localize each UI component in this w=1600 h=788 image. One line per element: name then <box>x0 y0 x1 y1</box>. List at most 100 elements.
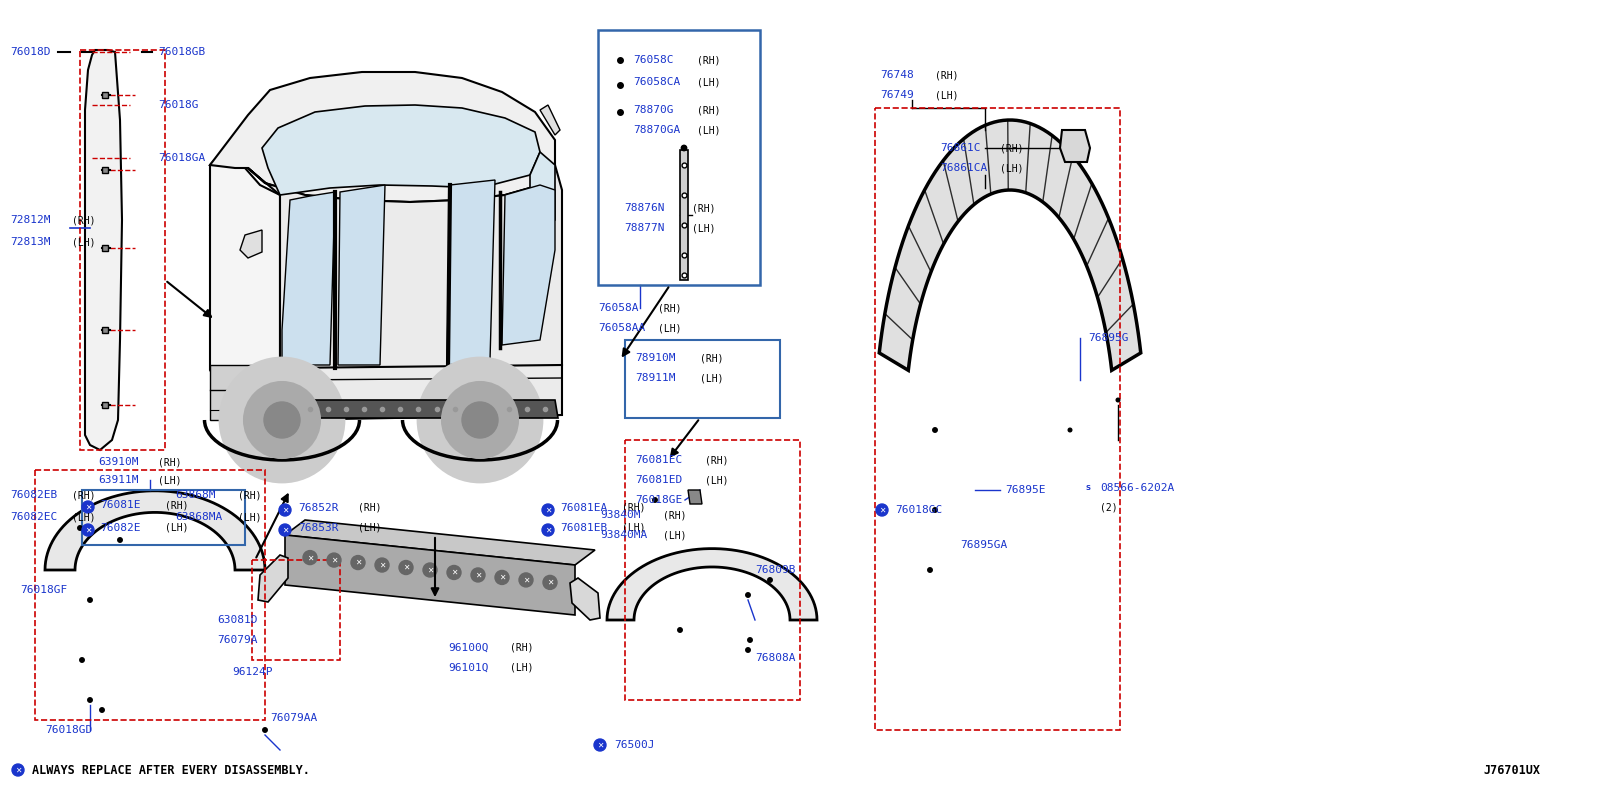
Text: (LH): (LH) <box>701 373 723 383</box>
Text: 76082EC: 76082EC <box>10 512 58 522</box>
Text: J76701UX: J76701UX <box>1483 764 1539 776</box>
Text: 76018GE: 76018GE <box>635 495 682 505</box>
Text: 63868M: 63868M <box>174 490 216 500</box>
Text: (LH): (LH) <box>358 523 381 533</box>
Text: 76058CA: 76058CA <box>634 77 680 87</box>
Text: 78870GA: 78870GA <box>634 125 680 135</box>
Text: 76895G: 76895G <box>1088 333 1128 343</box>
Text: ✕: ✕ <box>878 505 885 515</box>
Circle shape <box>302 551 317 564</box>
Polygon shape <box>285 520 595 565</box>
Text: 76018G: 76018G <box>158 100 198 110</box>
Text: ✕: ✕ <box>427 566 434 574</box>
Text: 76082E: 76082E <box>99 523 141 533</box>
Circle shape <box>462 402 498 438</box>
Text: (RH): (RH) <box>72 490 96 500</box>
Text: (LH): (LH) <box>662 530 686 540</box>
Text: 76861C: 76861C <box>941 143 981 153</box>
Text: (LH): (LH) <box>72 512 96 522</box>
Text: 76079A: 76079A <box>218 635 258 645</box>
Circle shape <box>518 573 533 587</box>
Text: (RH): (RH) <box>691 203 715 213</box>
Text: (LH): (LH) <box>510 663 533 673</box>
Text: ALWAYS REPLACE AFTER EVERY DISASSEMBLY.: ALWAYS REPLACE AFTER EVERY DISASSEMBLY. <box>32 764 310 776</box>
Circle shape <box>442 382 518 458</box>
Bar <box>82 490 245 545</box>
Text: (LH): (LH) <box>72 237 96 247</box>
Text: ✕: ✕ <box>546 526 550 534</box>
Circle shape <box>542 524 554 536</box>
Circle shape <box>928 567 933 572</box>
Circle shape <box>278 504 291 516</box>
Text: ✕: ✕ <box>597 741 603 749</box>
Circle shape <box>678 628 682 632</box>
Polygon shape <box>1059 130 1090 162</box>
Text: 76500J: 76500J <box>614 740 654 750</box>
Text: (LH): (LH) <box>698 125 720 135</box>
Circle shape <box>13 764 24 776</box>
Circle shape <box>264 402 301 438</box>
Text: ✕: ✕ <box>307 553 314 562</box>
Text: 76853R: 76853R <box>298 523 339 533</box>
Polygon shape <box>880 120 1141 370</box>
Text: ✕: ✕ <box>331 556 338 564</box>
Text: 72813M: 72813M <box>10 237 51 247</box>
Text: 76018GB: 76018GB <box>158 47 205 57</box>
Text: 78911M: 78911M <box>635 373 675 383</box>
Text: ✕: ✕ <box>355 558 362 567</box>
Text: (2): (2) <box>1101 503 1118 513</box>
Text: ✕: ✕ <box>546 505 550 515</box>
Polygon shape <box>285 535 574 615</box>
Circle shape <box>88 598 93 602</box>
Text: 63910M: 63910M <box>98 457 139 467</box>
Polygon shape <box>290 400 558 418</box>
Text: 76058AA: 76058AA <box>598 323 645 333</box>
Circle shape <box>374 558 389 572</box>
Circle shape <box>446 566 461 579</box>
Text: 76079AA: 76079AA <box>270 713 317 723</box>
Polygon shape <box>688 490 702 504</box>
Text: 76809B: 76809B <box>755 565 795 575</box>
Text: (LH): (LH) <box>622 523 645 533</box>
Circle shape <box>422 563 437 577</box>
Circle shape <box>221 358 344 482</box>
Text: 76081E: 76081E <box>99 500 141 510</box>
Text: (RH): (RH) <box>698 55 720 65</box>
Text: (LH): (LH) <box>658 323 682 333</box>
Text: ✕: ✕ <box>379 560 386 570</box>
Polygon shape <box>338 185 386 365</box>
Text: ✕: ✕ <box>403 563 410 572</box>
Text: (RH): (RH) <box>622 503 645 513</box>
Polygon shape <box>606 548 818 620</box>
Text: 78876N: 78876N <box>624 203 664 213</box>
Text: 76018D: 76018D <box>10 47 51 57</box>
Text: (RH): (RH) <box>238 490 261 500</box>
Circle shape <box>933 428 938 433</box>
Text: 76082EB: 76082EB <box>10 490 58 500</box>
Circle shape <box>653 498 658 502</box>
Circle shape <box>82 501 94 513</box>
Text: 63081D: 63081D <box>218 615 258 625</box>
Text: (LH): (LH) <box>1000 163 1024 173</box>
Circle shape <box>99 708 104 712</box>
Circle shape <box>594 739 606 751</box>
Bar <box>598 30 760 285</box>
Polygon shape <box>282 192 334 365</box>
Polygon shape <box>262 105 541 195</box>
Text: (LH): (LH) <box>158 475 181 485</box>
Circle shape <box>243 382 320 458</box>
Polygon shape <box>248 165 562 420</box>
Circle shape <box>747 637 752 642</box>
Circle shape <box>542 504 554 516</box>
Text: 78910M: 78910M <box>635 353 675 363</box>
Text: (LH): (LH) <box>238 512 261 522</box>
Circle shape <box>768 578 773 582</box>
Text: (RH): (RH) <box>158 457 181 467</box>
Polygon shape <box>446 180 494 365</box>
Text: 78870G: 78870G <box>634 105 674 115</box>
Text: (RH): (RH) <box>510 643 533 653</box>
Text: 76861CA: 76861CA <box>941 163 987 173</box>
Polygon shape <box>210 365 280 420</box>
Text: 76018GC: 76018GC <box>894 505 942 515</box>
Polygon shape <box>45 491 266 570</box>
